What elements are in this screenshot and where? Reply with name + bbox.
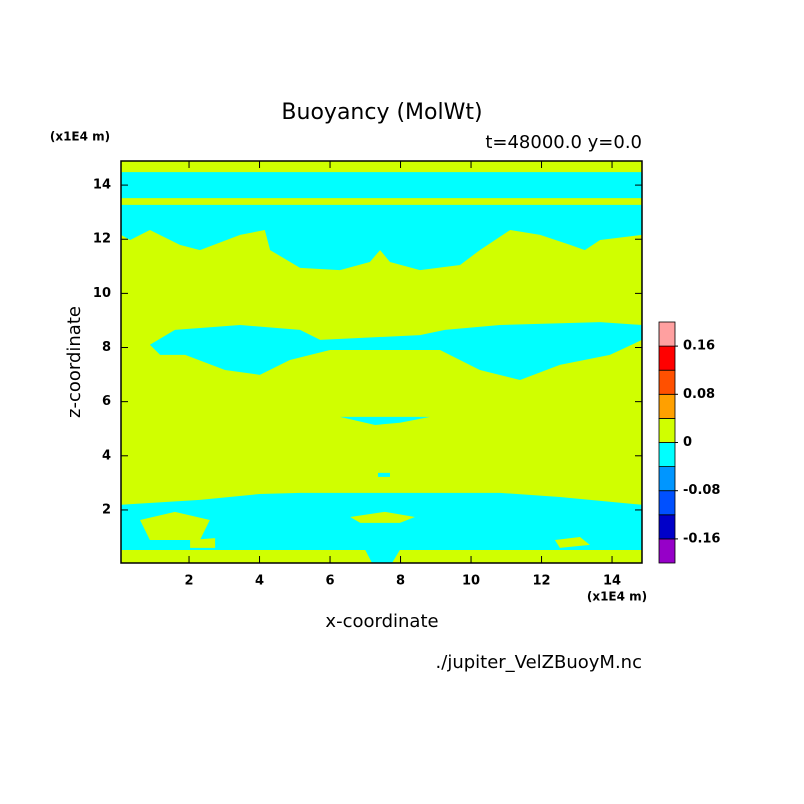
colorbar-label: 0.08: [683, 387, 715, 402]
contour-region: [377, 472, 390, 477]
y-tick-label: 6: [102, 394, 111, 409]
contour-region: [121, 492, 642, 563]
contour-region: [121, 550, 642, 563]
y-tick-label: 2: [102, 502, 111, 517]
contour-region: [190, 538, 216, 548]
contour-region: [339, 416, 431, 425]
source-label: ./jupiter_VelZBuoyM.nc: [436, 652, 642, 673]
x-axis-label: x-coordinate: [325, 611, 438, 632]
contour-region: [140, 511, 210, 540]
contour-region: [350, 511, 415, 523]
x-unit: (x1E4 m): [587, 590, 647, 604]
colorbar-swatch: [658, 417, 676, 443]
chart-subtitle: t=48000.0 y=0.0: [485, 132, 642, 153]
colorbar-label: 0.16: [683, 339, 715, 354]
colorbar-swatch: [658, 514, 676, 540]
y-unit: (x1E4 m): [50, 130, 110, 144]
y-tick-label: 4: [102, 448, 111, 463]
y-tick-label: 10: [93, 286, 111, 301]
x-tick-label: 2: [185, 574, 194, 589]
colorbar-label: 0: [683, 435, 692, 450]
colorbar-swatch: [658, 393, 676, 419]
colorbar-swatch: [658, 321, 676, 347]
colorbar-swatch: [658, 538, 676, 564]
x-tick-label: 14: [603, 574, 621, 589]
colorbar-swatch: [658, 369, 676, 395]
contour-region: [121, 204, 642, 271]
colorbar-label: -0.16: [683, 531, 720, 546]
y-axis-label: z-coordinate: [64, 306, 85, 418]
y-tick-label: 8: [102, 340, 111, 355]
colorbar-swatch: [658, 466, 676, 492]
colorbar-swatch: [658, 345, 676, 371]
y-tick-label: 14: [93, 178, 111, 193]
colorbar-swatch: [658, 490, 676, 516]
x-tick-label: 12: [532, 574, 550, 589]
plot-frame: [120, 160, 643, 564]
plot-area: [121, 161, 642, 563]
x-tick-label: 10: [462, 574, 480, 589]
colorbar-label: -0.08: [683, 483, 720, 498]
contour-region: [554, 537, 590, 548]
contour-region: [149, 322, 642, 381]
colorbar-swatch: [658, 442, 676, 468]
x-tick-label: 8: [396, 574, 405, 589]
x-tick-label: 6: [326, 574, 335, 589]
y-tick-label: 12: [93, 232, 111, 247]
chart-title: Buoyancy (MolWt): [281, 100, 482, 125]
x-tick-label: 4: [255, 574, 264, 589]
contour-region: [370, 261, 390, 297]
contour-region: [121, 172, 642, 199]
